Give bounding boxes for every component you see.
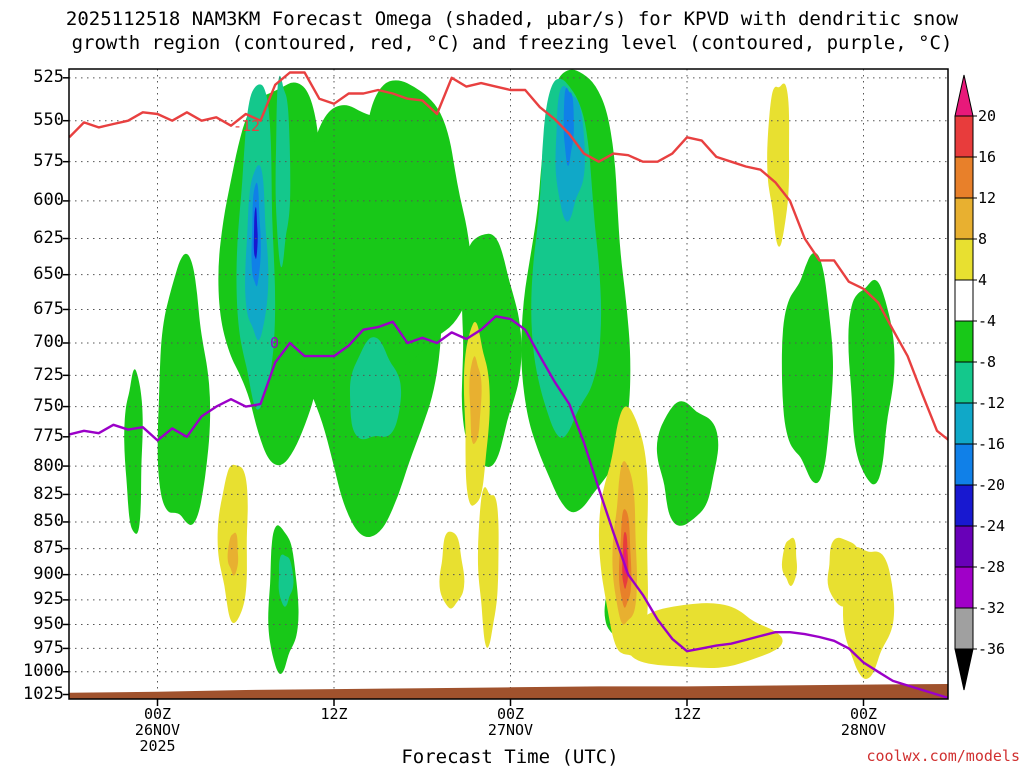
colorbar-label: -4 <box>978 312 997 330</box>
y-tick-label: 550 <box>33 110 64 131</box>
freezing-contour-label: 0 <box>270 334 279 352</box>
colorbar-bin-4 <box>954 238 974 281</box>
y-tick-label: 525 <box>33 67 64 88</box>
omega-region-7 <box>124 369 143 534</box>
y-tick-label: 1000 <box>23 661 64 682</box>
y-tick-label: 650 <box>33 264 64 285</box>
colorbar-bin-2 <box>954 156 974 199</box>
x-tick-label: 2025 <box>139 737 176 755</box>
omega-region-29 <box>227 532 239 576</box>
terrain-fill <box>69 683 948 699</box>
y-tick-label: 725 <box>33 364 64 385</box>
y-tick-label: 975 <box>33 637 64 658</box>
x-tick-label: 12Z <box>320 705 348 723</box>
y-tick-label: 925 <box>33 589 64 610</box>
omega-region-9 <box>781 252 834 484</box>
x-tick-label: 27NOV <box>487 721 534 739</box>
colorbar-bin-7 <box>954 361 974 404</box>
colorbar-label: 12 <box>978 189 997 207</box>
colorbar-label: -24 <box>978 517 1006 535</box>
omega-region-26 <box>278 554 294 607</box>
freezing-level-line <box>69 315 948 699</box>
omega-region-25 <box>275 75 291 268</box>
dgz-contour-line <box>69 71 948 442</box>
colorbar-bin-12 <box>954 566 974 609</box>
omega-region-34 <box>563 87 574 166</box>
x-tick-label: 00Z <box>143 705 172 723</box>
colorbar-label: -32 <box>978 599 1006 617</box>
omega-region-2 <box>346 80 471 366</box>
omega-region-10 <box>656 401 719 526</box>
colorbar-bin-1 <box>954 115 974 158</box>
colorbar-label: 4 <box>978 271 988 289</box>
y-tick-label: 850 <box>33 511 64 532</box>
omega-region-14 <box>477 487 499 648</box>
x-tick-label: 26NOV <box>134 721 181 739</box>
omega-region-18 <box>767 83 790 247</box>
x-tick-label: 00Z <box>849 705 878 723</box>
colorbar-label: 8 <box>978 230 988 248</box>
colorbar-bin-5 <box>954 279 974 322</box>
y-tick-label: 675 <box>33 298 64 319</box>
omega-region-24 <box>349 337 402 440</box>
plot-frame <box>68 68 949 700</box>
colorbar-label: -20 <box>978 476 1006 494</box>
x-tick-label: 28NOV <box>840 721 887 739</box>
x-axis-title: Forecast Time (UTC) <box>401 746 619 768</box>
y-tick-label: 900 <box>33 564 64 585</box>
colorbar-bin-11 <box>954 525 974 568</box>
colorbar-bin-8 <box>954 402 974 445</box>
y-tick-label: 825 <box>33 483 64 504</box>
colorbar-bin-9 <box>954 443 974 486</box>
axis-ticks <box>63 77 865 706</box>
colorbar-bin-13 <box>954 607 974 650</box>
credit-text: coolwx.com/models <box>866 747 1020 765</box>
colorbar-label: -12 <box>978 394 1006 412</box>
surface-terrain <box>69 683 948 699</box>
y-tick-label: 575 <box>33 151 64 172</box>
omega-region-15 <box>439 531 465 609</box>
y-tick-label: 875 <box>33 538 64 559</box>
y-tick-label: 600 <box>33 190 64 211</box>
colorbar <box>954 74 977 691</box>
omega-region-21 <box>781 537 797 586</box>
colorbar-bin-3 <box>954 197 974 240</box>
y-tick-label: 775 <box>33 426 64 447</box>
y-tick-label: 750 <box>33 396 64 417</box>
omega-region-20 <box>843 546 895 679</box>
y-tick-label: 1025 <box>23 684 64 704</box>
y-tick-label: 625 <box>33 228 64 249</box>
colorbar-label: -8 <box>978 353 997 371</box>
x-tick-label: 12Z <box>673 705 701 723</box>
omega-region-5 <box>157 253 211 525</box>
colorbar-bottom-arrow <box>954 648 974 691</box>
omega-region-11 <box>848 279 895 485</box>
y-tick-label: 700 <box>33 332 64 353</box>
colorbar-label: 20 <box>978 107 997 125</box>
omega-shading <box>124 69 895 679</box>
omega-region-27 <box>469 356 482 445</box>
colorbar-label: -16 <box>978 435 1006 453</box>
x-tick-label: 00Z <box>496 705 525 723</box>
chart-title-line-2: growth region (contoured, red, °C) and f… <box>71 32 953 54</box>
omega-region-36 <box>253 207 258 260</box>
y-tick-label: 800 <box>33 455 64 476</box>
colorbar-label: -36 <box>978 640 1006 658</box>
colorbar-bin-10 <box>954 484 974 527</box>
y-tick-label: 950 <box>33 613 64 634</box>
colorbar-label: 16 <box>978 148 997 166</box>
omega-region-17 <box>629 603 783 669</box>
dgz-contour-label: -12 <box>233 117 260 135</box>
colorbar-bin-6 <box>954 320 974 363</box>
colorbar-label: -28 <box>978 558 1006 576</box>
chart-title-line-1: 2025112518 NAM3KM Forecast Omega (shaded… <box>65 8 959 30</box>
contours: -12 0 <box>69 71 948 699</box>
